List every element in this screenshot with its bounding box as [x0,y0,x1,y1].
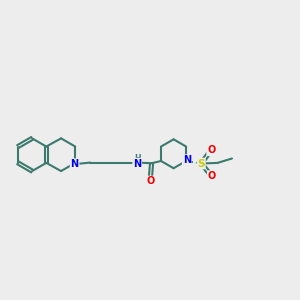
Text: O: O [208,171,216,181]
Text: O: O [207,145,215,155]
Text: O: O [146,176,154,186]
Text: N: N [133,158,141,169]
Text: S: S [197,158,205,169]
Text: N: N [70,159,79,169]
Text: H: H [134,154,140,163]
Text: N: N [183,155,191,165]
